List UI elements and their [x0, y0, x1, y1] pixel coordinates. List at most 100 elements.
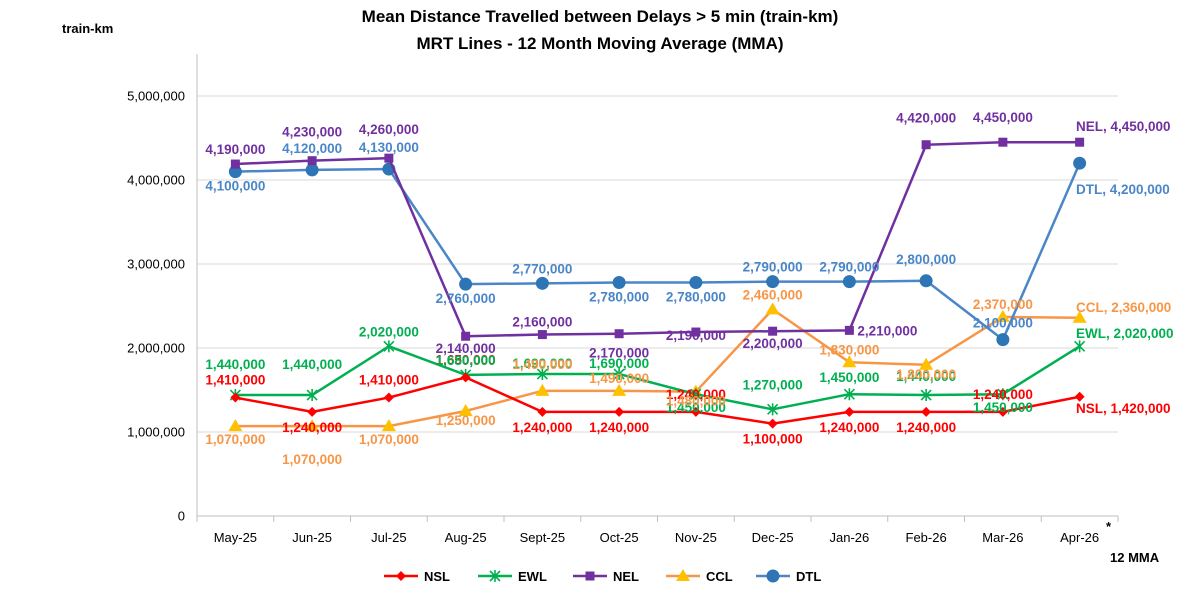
series-nsl — [230, 372, 1085, 429]
data-label-nsl: 1,650,000 — [436, 352, 496, 367]
point-nsl — [460, 372, 471, 383]
data-label-ccl: 1,480,000 — [666, 394, 726, 409]
point-ccl — [612, 383, 627, 396]
point-nel — [921, 140, 931, 150]
x-tick-label: Nov-25 — [675, 530, 717, 545]
data-label-nel: 2,170,000 — [589, 346, 649, 361]
data-label-ccl: 1,800,000 — [896, 367, 956, 382]
point-dtl — [689, 275, 703, 289]
data-label-nel: 2,200,000 — [743, 336, 803, 351]
data-label-ewl: 1,450,000 — [666, 400, 726, 415]
data-label-nsl: 1,240,000 — [819, 420, 879, 435]
point-nel — [844, 325, 854, 335]
series-line-nel — [235, 140, 1080, 338]
point-nsl — [921, 406, 932, 417]
point-nsl — [230, 392, 241, 403]
point-dtl — [766, 275, 780, 289]
point-nsl — [767, 418, 778, 429]
data-label-ewl: 1,450,000 — [819, 370, 879, 385]
data-label-dtl: 4,120,000 — [282, 141, 342, 156]
point-ewl — [690, 388, 702, 401]
x-tick-label: Sept-25 — [520, 530, 566, 545]
data-label-nel: NEL, 4,450,000 — [1076, 119, 1171, 134]
axes: 0 1,000,000 2,000,000 3,000,000 4,000,000 5,0… — [127, 54, 1119, 545]
x-tick-label: Feb-26 — [906, 530, 947, 545]
data-label-nel: 2,160,000 — [512, 315, 572, 330]
point-nel — [768, 326, 778, 336]
point-ewl — [920, 389, 932, 402]
point-ccl — [842, 355, 857, 368]
data-label-ewl: 1,440,000 — [896, 369, 956, 384]
legend-item-ewl: EWL — [478, 569, 547, 584]
data-label-nel: 4,450,000 — [973, 110, 1033, 125]
y-tick-label: 3,000,000 — [127, 257, 185, 272]
point-nsl — [614, 406, 625, 417]
data-label-nsl: NSL, 1,420,000 — [1076, 401, 1171, 416]
data-label-ccl: 1,070,000 — [205, 432, 265, 447]
data-label-dtl: 2,780,000 — [666, 289, 726, 304]
data-label-ccl: 1,490,000 — [589, 371, 649, 386]
data-label-nsl: 1,410,000 — [359, 373, 419, 388]
series-line-dtl — [235, 162, 1081, 341]
legend-item-nel: NEL — [573, 569, 639, 584]
point-ewl — [843, 388, 855, 401]
series-line-nsl — [235, 376, 1080, 425]
point-dtl — [1073, 156, 1087, 170]
x-tick-label: Oct-25 — [600, 530, 639, 545]
data-label-dtl: 2,100,000 — [973, 316, 1033, 331]
data-label-ccl: 1,830,000 — [819, 342, 879, 357]
data-label-ewl: EWL, 2,020,000 — [1076, 326, 1174, 341]
point-nsl — [997, 406, 1008, 417]
legend-marker — [396, 571, 406, 581]
point-ccl — [765, 302, 780, 315]
legend-label: CCL — [706, 569, 733, 584]
data-label-ccl: 1,070,000 — [282, 452, 342, 467]
legend-label: NEL — [613, 569, 639, 584]
legend-label: EWL — [518, 569, 547, 584]
data-label-dtl: 2,760,000 — [436, 291, 496, 306]
x-tick-label: Dec-25 — [752, 530, 794, 545]
point-nel — [998, 137, 1008, 147]
point-nsl — [690, 406, 701, 417]
data-label-dtl: 2,790,000 — [819, 260, 879, 275]
data-label-ewl: 1,440,000 — [282, 357, 342, 372]
legend-marker — [489, 570, 501, 582]
legend-item-dtl: DTL — [756, 569, 821, 584]
legend-marker — [676, 569, 690, 581]
point-ccl — [535, 383, 550, 396]
legend-marker — [585, 571, 595, 581]
data-label-ewl: 1,690,000 — [589, 356, 649, 371]
series-nel — [230, 137, 1085, 341]
data-label-dtl: 4,100,000 — [205, 179, 265, 194]
legend-marker — [766, 569, 780, 583]
footnote-mark: * — [1106, 519, 1112, 534]
point-ewl — [306, 389, 318, 402]
y-axis-label: train-km — [62, 21, 113, 36]
data-label-dtl: 2,800,000 — [896, 252, 956, 267]
legend-item-ccl: CCL — [666, 569, 733, 584]
y-tick-label: 5,000,000 — [127, 89, 185, 104]
point-nsl — [537, 406, 548, 417]
point-ewl — [383, 340, 395, 353]
y-tick-label: 0 — [178, 509, 185, 524]
series-line-ewl — [235, 345, 1081, 411]
point-nel — [1075, 137, 1085, 147]
point-nsl — [844, 406, 855, 417]
point-dtl — [842, 275, 856, 289]
point-ewl — [613, 368, 625, 381]
data-label-nsl: 1,240,000 — [282, 420, 342, 435]
point-ccl — [228, 419, 243, 432]
chart-subtitle: MRT Lines - 12 Month Moving Average (MMA… — [416, 34, 783, 53]
data-label-nsl: 1,240,000 — [973, 387, 1033, 402]
x-tick-label: Apr-26 — [1060, 530, 1099, 545]
x-tick-label: Jun-25 — [292, 530, 332, 545]
legend: NSL EWL NEL CCL DTL — [384, 569, 821, 584]
chart-title: Mean Distance Travelled between Delays >… — [362, 7, 839, 26]
data-label-ccl: 2,370,000 — [973, 297, 1033, 312]
point-dtl — [612, 275, 626, 289]
x-axis-label: 12 MMA — [1110, 550, 1160, 565]
x-tick-label: Jul-25 — [371, 530, 406, 545]
point-ewl — [1074, 340, 1086, 353]
point-ewl — [997, 388, 1009, 401]
data-label-ewl: 1,450,000 — [973, 400, 1033, 415]
